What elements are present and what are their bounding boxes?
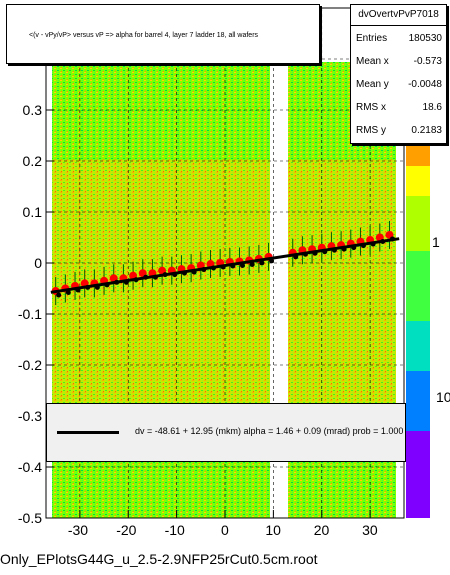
axis-ticks [46,58,371,519]
stat-label: RMS y [356,125,386,136]
fit-legend-text: dv = -48.61 + 12.95 (mkm) alpha = 1.46 +… [135,426,404,436]
y-tick-label: 0.1 [22,204,42,220]
x-tick-label: 20 [313,522,330,538]
x-tick-label: 0 [221,522,229,538]
stat-row-mean-x: Mean x -0.573 [351,56,446,76]
palette-lime [406,196,430,251]
chart-title: <(v - vPy/vP> versus vP => alpha for bar… [29,32,259,39]
y-tick-label: 0.3 [22,102,42,118]
footer-filename: Only_EPlotsG44G_u_2.5-2.9NFP25rCut0.5cm.… [0,551,318,567]
density-core-right [288,160,396,420]
stat-row-rms-x: RMS x 18.6 [351,102,446,122]
x-tick-label: 10 [265,522,281,538]
y-tick-label: 0 [34,255,42,271]
profile-marker [56,292,62,298]
stats-box: dvOvertvPvP7018 Entries 180530 Mean x -0… [350,4,447,144]
y-tick-label: -0.3 [17,408,42,424]
y-tick-label: -0.4 [17,459,42,475]
stat-value: -0.573 [413,56,442,67]
stat-label: RMS x [356,102,386,113]
palette-label-10: 10 [436,389,450,405]
stats-title: dvOvertvPvP7018 [358,9,439,20]
x-tick-label: -10 [164,522,185,538]
fit-legend-line [57,431,119,434]
fit-legend-box: dv = -48.61 + 12.95 (mkm) alpha = 1.46 +… [46,403,406,462]
palette-yellow [406,166,430,196]
x-tick-label: -20 [116,522,137,538]
profile-marker [259,260,265,266]
stat-row-mean-y: Mean y -0.0048 [351,79,446,99]
x-tick-label: 30 [362,522,378,538]
y-tick-label: -0.2 [17,357,42,373]
x-tick-label: -30 [67,522,89,538]
stat-value: 180530 [408,33,442,44]
stat-value: 0.2183 [411,125,442,136]
palette-orange [406,140,430,166]
palette-label-1: 1 [432,234,440,250]
y-tick-label: -0.5 [17,510,42,526]
palette-green [406,251,430,321]
stats-divider [351,25,446,26]
profile-marker [249,261,255,267]
density-core-left [52,160,270,420]
palette-cyan [406,321,430,371]
stat-row-entries: Entries 180530 [351,33,446,53]
fit-line [50,237,400,294]
y-tick-label: -0.1 [17,306,42,322]
palette-blue [406,371,430,431]
stat-row-rms-y: RMS y 0.2183 [351,125,446,145]
y-tick-label: 0.2 [22,153,42,169]
stat-label: Entries [356,33,388,44]
stat-value: -0.0048 [408,79,442,90]
palette-violet [406,431,430,518]
stat-value: 18.6 [422,102,442,113]
stat-label: Mean y [356,79,389,90]
title-box: <(v - vPy/vP> versus vP => alpha for bar… [6,4,320,64]
stat-label: Mean x [356,56,389,67]
